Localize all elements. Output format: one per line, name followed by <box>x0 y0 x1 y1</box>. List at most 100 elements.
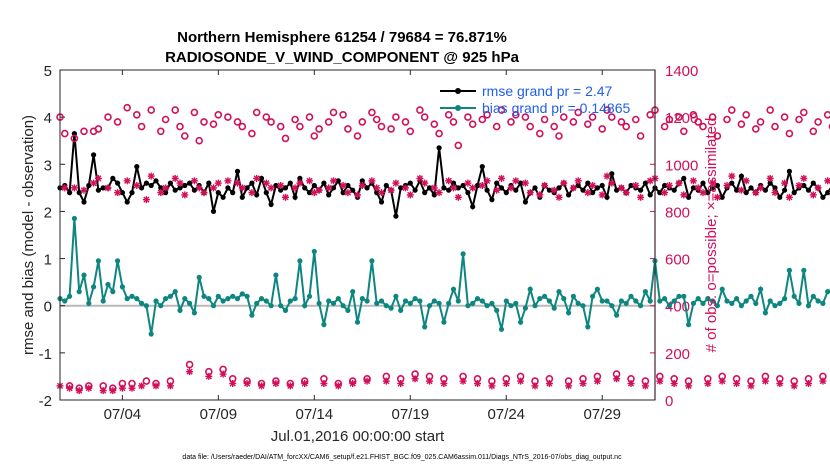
assimilated-obs-stroke <box>776 380 783 387</box>
assimilated-obs-stroke <box>124 177 131 184</box>
data-point <box>163 296 169 302</box>
x-axis-label: Jul.01,2016 00:00:00 start <box>271 428 445 445</box>
data-point <box>110 175 116 181</box>
possible-obs-marker <box>660 122 669 131</box>
assimilated-obs-marker <box>354 191 361 199</box>
assimilated-obs-stroke <box>488 382 495 389</box>
assimilated-obs-stroke <box>666 182 673 189</box>
data-point <box>609 303 615 309</box>
data-point <box>777 300 783 306</box>
assimilated-obs-marker <box>478 182 486 189</box>
possible-obs-marker <box>454 141 463 150</box>
possible-obs-marker <box>689 111 698 119</box>
assimilated-obs-stroke <box>244 380 251 387</box>
assimilated-obs-stroke <box>109 387 116 394</box>
assimilated-obs-marker <box>162 184 170 192</box>
data-point <box>518 180 524 186</box>
assimilated-obs-stroke <box>268 184 275 191</box>
data-point <box>455 298 461 304</box>
assimilated-obs-marker <box>761 377 769 385</box>
assimilated-obs-marker <box>157 189 165 197</box>
series-assimilated <box>56 172 830 395</box>
assimilated-obs-marker <box>349 380 357 387</box>
x-tick-label: 07/19 <box>392 406 430 423</box>
assimilated-obs-stroke <box>330 177 337 184</box>
assimilated-obs-stroke <box>143 196 150 203</box>
assimilated-obs-marker <box>80 186 88 194</box>
possible-obs-marker <box>430 120 439 128</box>
data-point <box>710 185 716 191</box>
assimilated-obs-stroke <box>719 378 726 385</box>
data-point <box>206 180 212 186</box>
y-right-tick-label: 200 <box>665 346 690 363</box>
data-point <box>503 298 509 304</box>
data-point <box>191 187 197 193</box>
assimilated-obs-stroke <box>594 378 601 385</box>
assimilated-obs-stroke <box>479 182 486 189</box>
assimilated-obs-stroke <box>733 380 740 387</box>
data-point <box>623 300 629 306</box>
data-point <box>196 274 202 280</box>
assimilated-obs-marker <box>75 387 83 395</box>
assimilated-obs-marker <box>325 184 333 192</box>
data-point <box>671 298 677 304</box>
assimilated-obs-stroke <box>555 194 563 201</box>
possible-obs-marker <box>464 113 472 121</box>
assimilated-obs-stroke <box>71 184 78 191</box>
assimilated-obs-stroke <box>786 194 793 201</box>
assimilated-obs-marker <box>670 380 678 387</box>
data-point <box>700 300 706 306</box>
data-point <box>585 324 591 330</box>
assimilated-obs-stroke <box>421 180 428 187</box>
possible-obs-marker <box>444 111 453 119</box>
data-point <box>402 298 409 304</box>
assimilated-obs-stroke <box>133 182 140 189</box>
data-point <box>326 192 332 198</box>
possible-obs-marker <box>785 129 794 138</box>
possible-obs-marker <box>310 132 319 140</box>
data-point <box>734 187 740 193</box>
assimilated-obs-stroke <box>431 184 438 191</box>
y-left-tick-label: 3 <box>44 157 52 174</box>
data-point <box>561 296 567 302</box>
data-point <box>474 296 481 302</box>
data-point <box>710 298 716 304</box>
assimilated-obs-stroke <box>335 382 342 389</box>
possible-obs-marker <box>708 113 717 121</box>
assimilated-obs-stroke <box>325 184 332 191</box>
data-point <box>805 303 812 309</box>
data-point <box>705 296 711 302</box>
data-point <box>542 293 548 299</box>
data-point <box>508 303 514 309</box>
assimilated-obs-stroke <box>752 189 759 196</box>
assimilated-obs-stroke <box>172 175 179 182</box>
data-point <box>330 300 337 306</box>
possible-obs-marker <box>569 118 578 126</box>
data-point <box>76 289 82 295</box>
data-point <box>263 298 269 304</box>
legend: rmse grand pr = 2.47 bias grand pr = 0.1… <box>440 83 630 116</box>
assimilated-obs-marker <box>181 191 189 199</box>
data-point <box>638 187 644 193</box>
y-left-tick-label: -2 <box>39 393 52 410</box>
data-point <box>316 300 322 306</box>
assimilated-obs-stroke <box>224 177 231 184</box>
possible-obs-marker <box>353 132 362 140</box>
assimilated-obs-stroke <box>200 189 208 196</box>
possible-obs-marker <box>392 113 400 121</box>
assimilated-obs-marker <box>450 184 457 192</box>
assimilated-obs-stroke <box>340 182 347 189</box>
possible-obs-marker <box>631 115 640 124</box>
data-point <box>638 303 644 309</box>
assimilated-obs-marker <box>742 177 750 185</box>
y-axis-left-label: rmse and bias (model - observation) <box>20 115 37 355</box>
possible-obs-marker <box>142 377 151 385</box>
assimilated-obs-stroke <box>440 380 447 387</box>
data-point <box>201 293 207 299</box>
assimilated-obs-marker <box>258 382 265 390</box>
data-point <box>134 164 140 170</box>
data-point <box>546 298 553 304</box>
possible-obs-marker <box>113 118 122 126</box>
assimilated-obs-stroke <box>392 180 399 187</box>
data-point <box>81 199 87 205</box>
